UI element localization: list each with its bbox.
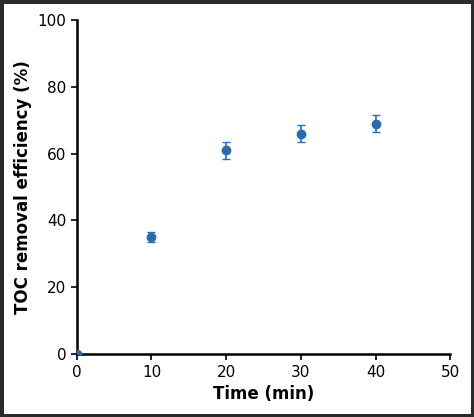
Y-axis label: TOC removal efficiency (%): TOC removal efficiency (%) xyxy=(14,60,32,314)
X-axis label: Time (min): Time (min) xyxy=(213,385,314,403)
